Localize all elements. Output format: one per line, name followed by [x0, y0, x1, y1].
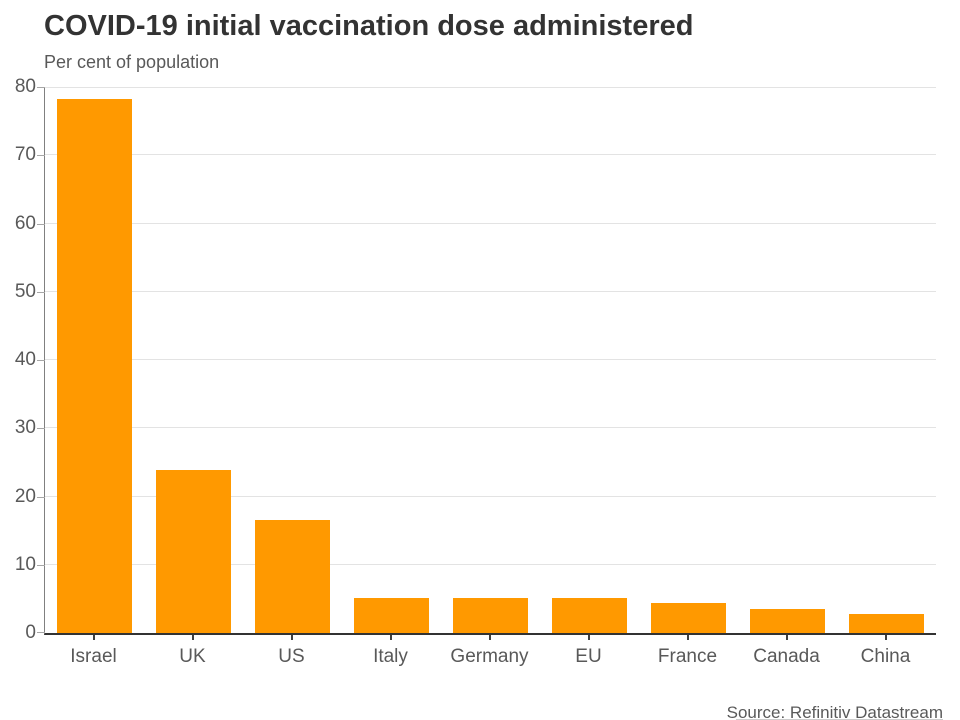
y-axis-tick-0: [37, 632, 45, 633]
y-axis-label-60: 60: [14, 213, 36, 234]
x-axis-label-germany: Germany: [450, 646, 529, 667]
x-axis-tick-china: [884, 635, 887, 640]
bar-israel: [57, 98, 132, 633]
y-axis-label-40: 40: [14, 349, 36, 370]
gridline-80: [45, 87, 936, 88]
y-axis-label-30: 30: [14, 417, 36, 438]
y-axis-tick-20: [37, 497, 45, 498]
y-axis-tick-30: [37, 428, 45, 429]
x-slot-uk: UK: [143, 635, 242, 668]
x-slot-israel: Israel: [44, 635, 143, 668]
x-axis-tick-france: [686, 635, 689, 640]
x-axis-label-uk: UK: [179, 646, 206, 667]
bar-uk: [156, 469, 231, 633]
bar-slot-china: [837, 87, 936, 633]
x-slot-eu: EU: [539, 635, 638, 668]
plot-area: [37, 87, 936, 635]
x-axis-tick-germany: [488, 635, 491, 640]
bar-slot-uk: [144, 87, 243, 633]
chart-subtitle: Per cent of population: [44, 52, 220, 72]
y-axis-tick-60: [37, 224, 45, 225]
bar-slot-israel: [45, 87, 144, 633]
bar-germany: [453, 598, 528, 633]
x-axis-label-italy: Italy: [373, 646, 408, 667]
x-axis-label-eu: EU: [575, 646, 602, 667]
x-axis-tick-us: [290, 635, 293, 640]
x-axis-tick-israel: [92, 635, 95, 640]
x-slot-canada: Canada: [737, 635, 836, 668]
x-axis-label-china: China: [860, 646, 911, 667]
y-axis-label-0: 0: [25, 622, 36, 643]
x-slot-us: US: [242, 635, 341, 668]
y-axis-tick-50: [37, 292, 45, 293]
bar-slot-us: [243, 87, 342, 633]
x-axis-label-canada: Canada: [753, 646, 820, 667]
x-slot-france: France: [638, 635, 737, 668]
x-axis-tick-eu: [587, 635, 590, 640]
x-slot-germany: Germany: [440, 635, 539, 668]
x-axis: Israel UK US Italy Germany EU France Canada Chin…: [44, 635, 935, 668]
x-axis-label-israel: Israel: [70, 646, 117, 667]
chart-title: COVID-19 initial vaccination dose admini…: [44, 10, 694, 42]
bar-slot-germany: [441, 87, 540, 633]
bar-slot-canada: [738, 87, 837, 633]
x-slot-china: China: [836, 635, 935, 668]
bar-china: [849, 613, 924, 633]
y-axis-tick-80: [37, 87, 45, 88]
y-axis-label-50: 50: [14, 281, 36, 302]
x-axis-label-us: US: [278, 646, 305, 667]
y-axis-tick-70: [37, 155, 45, 156]
gridline-60: [45, 223, 936, 224]
bar-france: [651, 602, 726, 633]
gridline-50: [45, 291, 936, 292]
gridline-20: [45, 496, 936, 497]
bar-italy: [354, 598, 429, 633]
bar-eu: [552, 598, 627, 633]
gridline-70: [45, 154, 936, 155]
x-axis-tick-canada: [785, 635, 788, 640]
x-slot-italy: Italy: [341, 635, 440, 668]
y-axis-tick-40: [37, 360, 45, 361]
bar-slot-italy: [342, 87, 441, 633]
bar-canada: [750, 609, 825, 633]
source-credit: Source: Refinitiv Datastream: [726, 703, 943, 720]
x-axis-tick-italy: [389, 635, 392, 640]
bars-row: [45, 87, 936, 633]
bar-slot-france: [639, 87, 738, 633]
bar-slot-eu: [540, 87, 639, 633]
y-axis-label-70: 70: [14, 144, 36, 165]
bar-us: [255, 519, 330, 633]
y-axis-label-20: 20: [14, 486, 36, 507]
gridline-10: [45, 564, 936, 565]
x-axis-label-france: France: [657, 646, 718, 667]
y-axis-label-10: 10: [14, 554, 36, 575]
y-axis-tick-10: [37, 565, 45, 566]
gridline-30: [45, 427, 936, 428]
gridline-40: [45, 359, 936, 360]
x-axis-tick-uk: [191, 635, 194, 640]
y-axis-label-80: 80: [14, 76, 36, 97]
